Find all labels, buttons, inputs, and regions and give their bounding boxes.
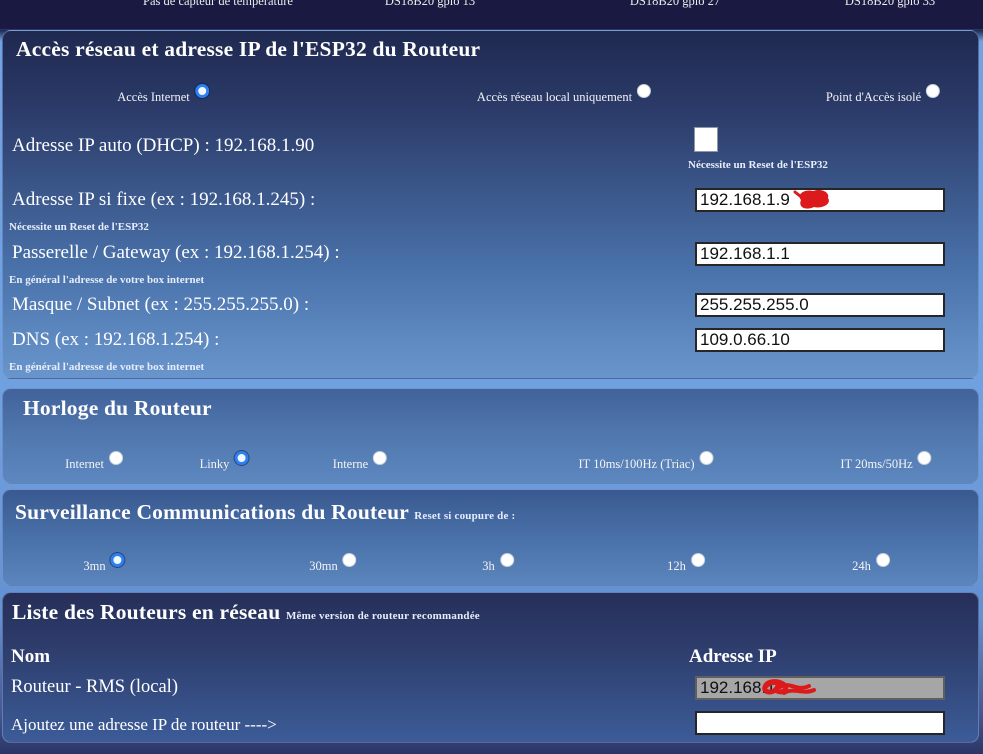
dhcp-label: Adresse IP auto (DHCP) : 192.168.1.90 xyxy=(12,135,315,156)
radio-option-acces-internet: Accès Internet xyxy=(117,84,209,105)
radio-label: Interne xyxy=(332,457,369,471)
radio-option-it-20ms: IT 20ms/50Hz xyxy=(840,451,932,472)
fixed-ip-label: Adresse IP si fixe (ex : 192.168.1.245) … xyxy=(12,189,316,210)
radio-button[interactable] xyxy=(499,553,514,567)
sensor-config-bar: Pas de capteur de température DS18B20 gp… xyxy=(0,0,983,30)
fixed-ip-note: Nécessite un Reset de l'ESP32 xyxy=(9,221,149,233)
dhcp-checkbox[interactable] xyxy=(694,127,718,152)
sensor-option-label: Pas de capteur de température xyxy=(143,0,293,8)
radio-button[interactable] xyxy=(194,84,209,98)
radio-label: 3h xyxy=(482,559,495,573)
radio-label: Accès réseau local uniquement xyxy=(476,90,633,104)
section-title: Surveillance Communications du Routeur R… xyxy=(15,500,515,525)
radio-button[interactable] xyxy=(108,451,123,465)
subnet-label: Masque / Subnet (ex : 255.255.255.0) : xyxy=(12,294,310,315)
radio-label: IT 20ms/50Hz xyxy=(840,457,913,471)
watchdog-subtitle: Reset si coupure de : xyxy=(414,510,516,522)
section-title: Liste des Routeurs en réseau Même versio… xyxy=(12,600,480,625)
radio-label: 3mn xyxy=(83,559,106,573)
sensor-option-label: DS18B20 gpio 13 xyxy=(384,0,476,8)
radio-option-it-10ms: IT 10ms/100Hz (Triac) xyxy=(579,451,714,472)
routers-title: Liste des Routeurs en réseau xyxy=(12,600,281,624)
radio-option-point-acces-isole: Point d'Accès isolé xyxy=(825,84,941,105)
dns-note: En général l'adresse de votre box intern… xyxy=(9,361,205,373)
column-header-adresse-ip: Adresse IP xyxy=(689,646,777,667)
radio-button[interactable] xyxy=(875,553,890,567)
radio-label: Internet xyxy=(65,457,104,471)
section-watchdog: Surveillance Communications du Routeur R… xyxy=(2,489,979,586)
radio-label: Accès Internet xyxy=(117,90,190,104)
section-router-list: Liste des Routeurs en réseau Même versio… xyxy=(2,592,979,743)
radio-label: Linky xyxy=(199,457,230,471)
radio-option-reseau-local: Accès réseau local uniquement xyxy=(476,84,652,105)
routers-subtitle: Même version de routeur recommandée xyxy=(285,610,480,622)
radio-label: 24h xyxy=(852,559,871,573)
radio-button[interactable] xyxy=(342,553,357,567)
dhcp-note: Nécessite un Reset de l'ESP32 xyxy=(688,159,828,171)
add-router-ip-input[interactable] xyxy=(695,711,945,735)
section-title: Horloge du Routeur xyxy=(23,396,212,420)
watchdog-title: Surveillance Communications du Routeur xyxy=(15,500,409,524)
radio-label: Point d'Accès isolé xyxy=(825,90,922,104)
subnet-input[interactable] xyxy=(695,293,945,317)
radio-option-interne: Interne xyxy=(332,451,388,472)
router-row-ip-input xyxy=(695,676,945,700)
dns-label: DNS (ex : 192.168.1.254) : xyxy=(12,329,220,350)
radio-option-30mn: 30mn xyxy=(309,553,357,574)
radio-option-3mn: 3mn xyxy=(83,553,125,574)
dns-input[interactable] xyxy=(695,328,945,352)
radio-option-linky: Linky xyxy=(200,451,249,472)
radio-button[interactable] xyxy=(110,553,125,567)
radio-option-internet: Internet xyxy=(65,451,123,472)
radio-option-24h: 24h xyxy=(852,553,890,574)
radio-option-12h: 12h xyxy=(667,553,705,574)
section-network-access: Accès réseau et adresse IP de l'ESP32 du… xyxy=(2,30,979,379)
radio-label: 30mn xyxy=(309,559,338,573)
radio-button[interactable] xyxy=(373,451,388,465)
column-header-nom: Nom xyxy=(11,646,51,667)
sensor-option-label: DS18B20 gpio 33 xyxy=(844,0,936,8)
section-title: Accès réseau et adresse IP de l'ESP32 du… xyxy=(16,37,481,61)
radio-button[interactable] xyxy=(234,451,249,465)
radio-button[interactable] xyxy=(926,84,941,98)
radio-label: IT 10ms/100Hz (Triac) xyxy=(578,457,695,471)
gateway-label: Passerelle / Gateway (ex : 192.168.1.254… xyxy=(12,242,340,263)
router-row-name: Routeur - RMS (local) xyxy=(11,677,178,697)
radio-button[interactable] xyxy=(637,84,652,98)
fixed-ip-input[interactable] xyxy=(695,188,945,212)
radio-label: 12h xyxy=(667,559,686,573)
gateway-note: En général l'adresse de votre box intern… xyxy=(9,274,205,286)
sensor-option-label: DS18B20 gpio 27 xyxy=(629,0,721,8)
section-clock: Horloge du Routeur Internet Linky Intern… xyxy=(2,388,979,484)
gateway-input[interactable] xyxy=(695,242,945,266)
radio-button[interactable] xyxy=(690,553,705,567)
radio-button[interactable] xyxy=(699,451,714,465)
radio-option-3h: 3h xyxy=(482,553,514,574)
radio-button[interactable] xyxy=(917,451,932,465)
add-router-label: Ajoutez une adresse IP de routeur ----> xyxy=(11,715,277,734)
